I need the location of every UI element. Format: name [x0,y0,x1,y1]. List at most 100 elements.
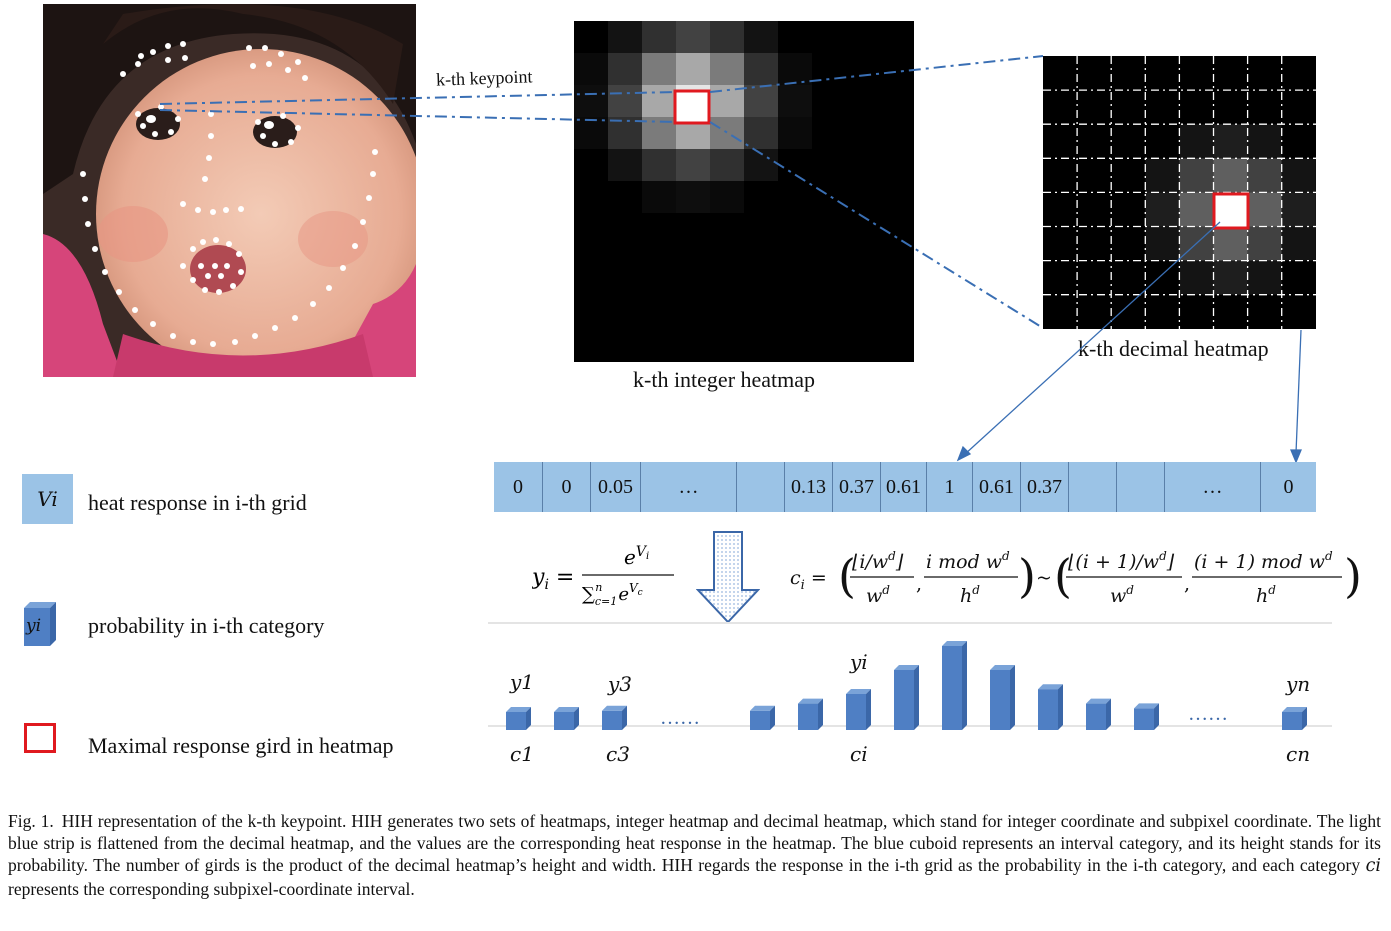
figure-number: Fig. 1. [8,811,54,831]
svg-text:,: , [916,573,922,595]
svg-text:(: ( [838,549,856,603]
svg-text:wd: wd [866,583,890,607]
cuboid-bar [1282,707,1307,730]
keypoint-label: k-th keypoint [435,66,533,90]
decimal-heatmap-cell [1281,158,1316,193]
integer-heatmap [574,21,914,367]
strip-cell: 0.61 [880,462,926,512]
strip-cell: 0.61 [972,462,1020,512]
svg-text:yi =: yi = [532,565,574,593]
decimal-heatmap [1043,56,1316,334]
decimal-heatmap-label: k-th decimal heatmap [1078,336,1269,361]
cuboid-bar [942,641,967,730]
decimal-heatmap-cell [1281,226,1316,261]
integer-heatmap-cell [608,117,642,149]
response-strip: 0 0 0.05… 0.13 0.37 0.61 1 0.61 0.37… 0 [494,462,1316,512]
cuboid-bar [894,665,919,730]
strip-cell: 0.05 [590,462,640,512]
decimal-heatmap-cell [1247,260,1282,295]
decimal-heatmap-cell [1247,158,1282,193]
integer-heatmap-cell [676,21,710,53]
strip-cell: 1 [926,462,972,512]
strip-cell: 0.37 [832,462,880,512]
legend-prob-text: probability in i-th category [88,613,325,638]
integer-heatmap-cell [744,21,778,53]
integer-heatmap-cell [608,53,642,85]
decimal-heatmap-cell [1247,226,1282,261]
svg-text:⌊i/wd⌋: ⌊i/wd⌋ [852,549,904,573]
bar-bottom-label-i: ci [850,742,868,766]
svg-text:(i + 1) mod wd: (i + 1) mod wd [1194,549,1333,573]
caption-text: HIH representation of the k-th keypoint.… [8,811,1381,876]
svg-text:⌊(i + 1)/wd⌋: ⌊(i + 1)/wd⌋ [1068,549,1175,573]
legend-prob-symbol: yi [26,616,42,636]
strip-cell [736,462,784,512]
integer-heatmap-cell [642,53,676,85]
decimal-heatmap-cell [1179,192,1214,227]
integer-heatmap-cell [778,117,812,149]
integer-heatmap-cell [676,149,710,181]
integer-heatmap-cell [778,53,812,85]
decimal-heatmap-cell [1145,192,1180,227]
decimal-heatmap-cell [1213,124,1248,159]
cuboid-bar [1038,684,1063,730]
bar-bottom-label-n: cn [1286,742,1311,766]
integer-heatmap-cell [574,53,608,85]
cuboid-bar [554,707,579,730]
strip-cell: 0 [542,462,590,512]
strip-cell: … [1164,462,1260,512]
svg-text:hd: hd [1256,583,1276,607]
svg-text:): ) [1344,549,1362,603]
bars-ellipsis-left: …… [660,707,700,729]
svg-text:hd: hd [960,583,980,607]
svg-text:eVi: eVi [624,544,649,569]
cuboid-bar [846,689,871,730]
caption-text-end: represents the corresponding subpixel-co… [8,878,415,899]
cuboid-bar [506,707,531,730]
strip-cell: 0.13 [784,462,832,512]
integer-heatmap-cell [710,117,744,149]
decimal-heatmap-cell [1145,158,1180,193]
bar-top-label-1: y1 [510,670,535,694]
decimal-heatmap-cell [1179,260,1214,295]
svg-text:wd: wd [1110,583,1134,607]
integer-heatmap-cell [676,53,710,85]
bar-top-label-i: yi [850,650,868,674]
legend-max-text: Maximal response gird in heatmap [88,733,394,758]
svg-text:,: , [1184,573,1190,595]
strip-cell: 0 [1260,462,1316,512]
legend-cuboid-swatch [22,600,58,653]
integer-heatmap-cell [778,85,812,117]
svg-text:(: ( [1054,549,1072,603]
decimal-heatmap-cell [1179,158,1214,193]
integer-heatmap-cell [574,117,608,149]
decimal-heatmap-cell [1247,192,1282,227]
integer-heatmap-cell [642,85,676,117]
integer-heatmap-cell [710,181,744,213]
integer-heatmap-label: k-th integer heatmap [633,367,816,392]
integer-heatmap-cell [710,53,744,85]
integer-heatmap-cell [642,21,676,53]
figure-caption: Fig. 1. HIH representation of the k-th ke… [8,810,1381,900]
legend-max-box [24,723,56,753]
integer-heatmap-cell [608,85,642,117]
decimal-heatmap-cell [1179,124,1214,159]
integer-heatmap-cell [710,21,744,53]
integer-heatmap-cell [574,85,608,117]
integer-heatmap-cell [608,149,642,181]
integer-heatmap-cell [744,117,778,149]
strip-cell: … [640,462,736,512]
cuboid-bar [990,665,1015,730]
caption-ci: ci [1365,856,1381,877]
integer-heatmap-cell [642,181,676,213]
cuboid-bar [1134,703,1159,730]
svg-text:i mod wd: i mod wd [926,549,1010,573]
strip-cell: 0.37 [1020,462,1068,512]
integer-heatmap-cell [744,53,778,85]
integer-heatmap-cell [642,149,676,181]
decimal-heatmap-cell [1213,158,1248,193]
face-image [43,4,416,377]
bar-top-label-3: y3 [608,672,633,696]
legend-heat-swatch: Vi [22,474,73,524]
